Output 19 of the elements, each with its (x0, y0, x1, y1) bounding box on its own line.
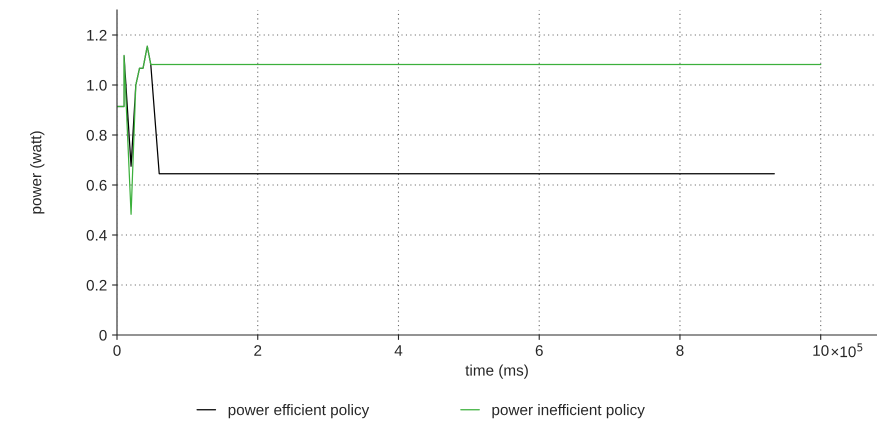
y-tick-label: 1.2 (87, 30, 107, 41)
legend-label: power inefficient policy (492, 404, 645, 418)
y-tick-label: 0.2 (86, 280, 107, 291)
y-tick-label: 1.0 (87, 80, 107, 91)
line-series (117, 46, 822, 215)
text: ×10$^{5}$ (831, 343, 862, 358)
x-tick-label: 4 (394, 345, 402, 356)
x-tick-label: 10 (813, 345, 829, 356)
y-axis-title: power (watt) (30, 131, 44, 214)
y-tick-label: 0.8 (86, 130, 107, 141)
legend-label: power efficient policy (228, 404, 370, 418)
y-tick-label: 0.4 (86, 230, 107, 241)
x-tick-label: 8 (676, 345, 684, 356)
x-tick-label: 6 (536, 345, 543, 356)
x-axis-title: time (ms) (465, 364, 528, 379)
x-tick-label: 2 (254, 345, 262, 356)
x-tick-label: 0 (113, 345, 121, 356)
y-tick-label: 0.6 (86, 180, 107, 191)
y-tick-label: 0 (99, 330, 107, 341)
